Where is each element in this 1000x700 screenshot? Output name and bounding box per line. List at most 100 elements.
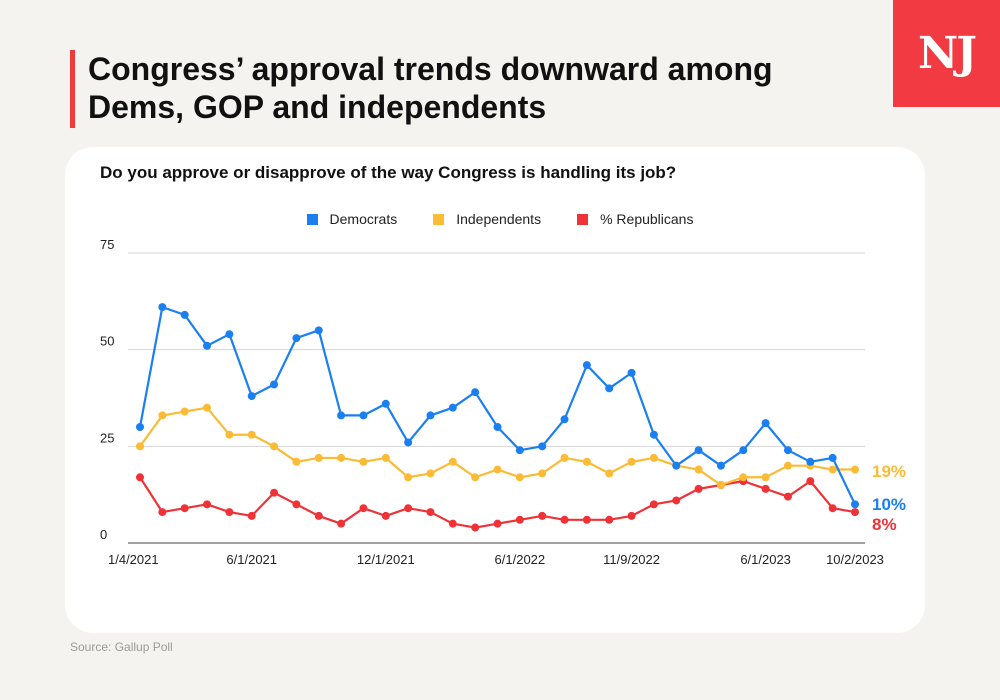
series-republicans	[136, 473, 859, 532]
data-point	[761, 419, 770, 428]
data-point	[180, 310, 189, 319]
data-point	[515, 515, 524, 524]
legend-label-democrats: Democrats	[329, 211, 398, 227]
data-point	[694, 465, 703, 474]
data-point	[649, 430, 658, 439]
x-tick-label: 6/1/2023	[740, 552, 791, 567]
data-point	[560, 515, 569, 524]
data-point	[158, 411, 167, 420]
data-point	[426, 469, 435, 478]
y-tick-label: 75	[100, 237, 114, 252]
data-point	[851, 500, 859, 509]
chart-card	[65, 147, 925, 633]
data-point	[761, 484, 770, 493]
data-point	[493, 465, 502, 474]
data-point	[560, 453, 569, 462]
headline-accent-bar	[70, 50, 75, 128]
data-point	[493, 519, 502, 528]
data-point	[404, 438, 413, 447]
data-point	[337, 453, 346, 462]
data-point	[270, 488, 279, 497]
data-point	[828, 504, 837, 513]
legend-swatch-republicans	[577, 213, 589, 225]
data-point	[560, 415, 569, 424]
data-point	[605, 384, 614, 393]
data-point	[538, 442, 547, 451]
data-point	[806, 457, 815, 466]
data-point	[270, 380, 279, 389]
legend-item-independents[interactable]: Independents	[433, 211, 541, 227]
x-tick-label: 6/1/2021	[226, 552, 277, 567]
data-point	[359, 411, 368, 420]
data-point	[716, 481, 725, 489]
legend-item-democrats[interactable]: Democrats	[306, 211, 398, 227]
data-point	[292, 500, 301, 509]
data-point	[136, 423, 144, 431]
grid-lines	[128, 252, 865, 544]
data-point	[471, 523, 480, 532]
data-point	[694, 484, 703, 493]
data-point	[493, 423, 502, 431]
chart-title: Do you approve or disapprove of the way …	[100, 163, 677, 182]
data-point	[337, 411, 346, 420]
headline: Congress’ approval trends downward among…	[88, 51, 773, 125]
data-point	[515, 473, 524, 482]
data-point	[828, 453, 837, 462]
data-point	[761, 473, 770, 482]
data-point	[225, 508, 234, 517]
data-point	[605, 469, 614, 478]
y-tick-label: 0	[100, 527, 107, 542]
data-point	[426, 508, 435, 517]
data-point	[672, 461, 681, 470]
data-point	[359, 457, 368, 466]
data-point	[739, 473, 748, 482]
x-axis: 1/4/2021 6/1/2021 12/1/2021 6/1/2022 11/9/20…	[108, 552, 884, 567]
data-point	[381, 511, 390, 520]
data-point	[627, 368, 636, 377]
data-point	[694, 446, 703, 455]
data-point	[783, 492, 792, 501]
data-point	[225, 330, 234, 339]
data-point	[203, 403, 212, 412]
data-point	[828, 465, 837, 474]
data-point	[404, 504, 413, 513]
data-point	[783, 446, 792, 455]
data-point	[314, 453, 323, 462]
x-tick-label: 11/9/2022	[603, 552, 660, 567]
data-point	[627, 511, 636, 520]
data-point	[247, 392, 256, 401]
data-point	[538, 469, 547, 478]
data-point	[582, 361, 591, 370]
end-label-independents: 19%	[872, 462, 906, 481]
data-point	[649, 500, 658, 509]
data-point	[270, 442, 279, 451]
chart-legend: Democrats Independents % Republicans	[0, 211, 1000, 227]
data-point	[538, 511, 547, 520]
data-point	[180, 407, 189, 416]
data-point	[582, 457, 591, 466]
x-tick-label: 10/2/2023	[826, 552, 884, 567]
data-point	[448, 519, 457, 528]
series-independents	[136, 403, 859, 489]
data-point	[158, 303, 167, 312]
data-point	[471, 473, 480, 482]
y-tick-label: 25	[100, 430, 114, 445]
data-point	[448, 457, 457, 466]
data-point	[136, 442, 144, 451]
legend-swatch-independents	[433, 213, 445, 225]
data-point	[203, 500, 212, 509]
data-point	[180, 504, 189, 513]
data-point	[716, 461, 725, 470]
data-point	[292, 457, 301, 466]
data-point	[515, 446, 524, 455]
y-axis: 0 25 50 75	[100, 237, 114, 542]
data-point	[672, 496, 681, 505]
source-note: Source: Gallup Poll	[70, 640, 173, 654]
series-democrats	[136, 303, 859, 509]
data-point	[783, 461, 792, 470]
x-tick-label: 6/1/2022	[495, 552, 546, 567]
legend-item-republicans[interactable]: % Republicans	[577, 211, 693, 227]
data-point	[158, 508, 167, 517]
data-point	[739, 446, 748, 455]
end-labels: 19% 10%8%	[872, 462, 906, 534]
